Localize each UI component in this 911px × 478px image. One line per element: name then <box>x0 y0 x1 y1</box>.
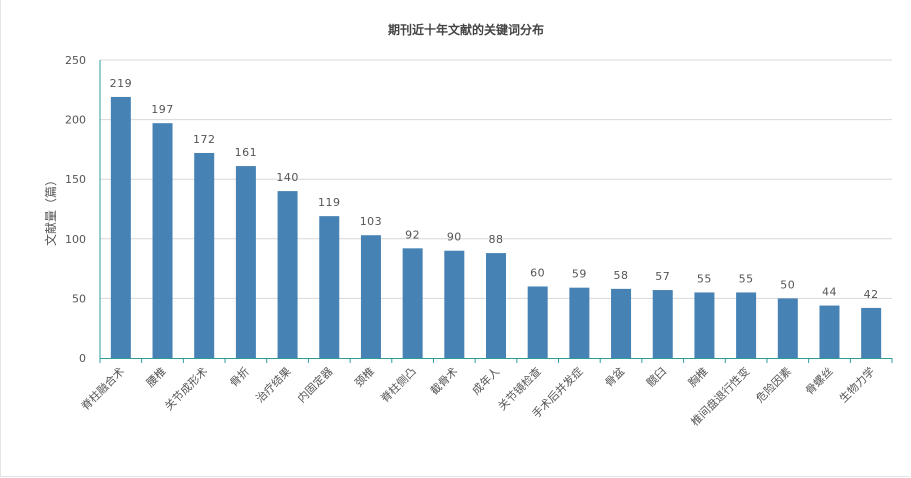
bar-value-label: 57 <box>655 270 670 283</box>
axes <box>99 60 892 359</box>
bar <box>777 298 798 358</box>
y-tick-label: 0 <box>79 352 86 365</box>
value-labels: 219 197 172 161 140 119 103 92 90 88 60 59 58 57 55 55 5… <box>110 77 879 301</box>
bar-value-label: 172 <box>193 133 216 146</box>
x-tick-label: 腰椎 <box>143 364 168 389</box>
bar <box>527 286 548 358</box>
bar-value-label: 60 <box>530 266 545 279</box>
bar-value-label: 90 <box>447 231 462 244</box>
bar <box>611 288 632 358</box>
x-tick-label: 髋臼 <box>643 364 668 389</box>
bar <box>861 307 882 358</box>
bar <box>235 166 256 358</box>
bar <box>486 253 506 358</box>
bar-value-label: 140 <box>276 171 299 184</box>
bar <box>444 250 465 358</box>
bar <box>319 216 340 358</box>
bar <box>152 123 173 359</box>
bar-value-label: 119 <box>318 196 341 209</box>
chart-title: 期刊近十年文献的关键词分布 <box>388 22 544 37</box>
bar <box>736 292 757 358</box>
x-tick-label: 关节成形术 <box>162 364 211 413</box>
x-tick-label: 骨螺丝 <box>803 365 836 398</box>
y-tick-label: 250 <box>65 54 86 67</box>
x-tick-label: 内固定器 <box>294 364 335 405</box>
y-axis-label: 文献量（篇） <box>43 174 58 246</box>
y-tick-label: 200 <box>65 114 86 127</box>
y-axis-ticks: 0 50 100 150 200 250 <box>65 54 86 365</box>
bar-value-label: 88 <box>489 233 504 246</box>
x-tick-label: 生物力学 <box>836 364 877 405</box>
bar-value-label: 161 <box>235 146 258 159</box>
x-tick-label: 胸椎 <box>685 364 710 389</box>
bar <box>360 235 381 358</box>
y-tick-label: 100 <box>65 233 86 246</box>
bar-value-label: 219 <box>110 77 133 90</box>
bar <box>194 152 215 358</box>
x-tick-label: 危险因素 <box>753 364 794 405</box>
x-tick-label: 治疗结果 <box>253 364 294 405</box>
bar-value-label: 103 <box>360 215 383 228</box>
x-tick-label: 成年人 <box>469 364 502 397</box>
bar-value-label: 92 <box>405 228 420 241</box>
bar-value-label: 42 <box>864 288 879 301</box>
bar-value-label: 55 <box>739 272 754 285</box>
bar <box>402 248 423 358</box>
bar <box>694 292 715 358</box>
x-tick-label: 骨盆 <box>602 364 627 389</box>
bar <box>277 191 298 358</box>
bar-value-label: 50 <box>780 278 795 291</box>
x-tick-label: 脊柱侧凸 <box>378 364 419 405</box>
x-tick-label: 颈椎 <box>352 364 377 389</box>
bar <box>652 290 673 358</box>
bar-value-label: 197 <box>151 103 174 116</box>
bar <box>569 287 590 358</box>
y-tick-label: 50 <box>72 292 86 305</box>
x-tick-label: 骨折 <box>227 364 252 389</box>
x-tick-label: 脊柱融合术 <box>78 364 127 413</box>
bars <box>110 96 882 359</box>
bar-value-label: 55 <box>697 272 712 285</box>
bar <box>819 305 840 358</box>
bar <box>110 96 131 359</box>
x-tick-label: 截骨术 <box>427 364 460 397</box>
y-tick-label: 150 <box>65 173 86 186</box>
bar-value-label: 59 <box>572 268 587 281</box>
bar-value-label: 58 <box>614 269 629 282</box>
bar-value-label: 44 <box>822 286 837 299</box>
